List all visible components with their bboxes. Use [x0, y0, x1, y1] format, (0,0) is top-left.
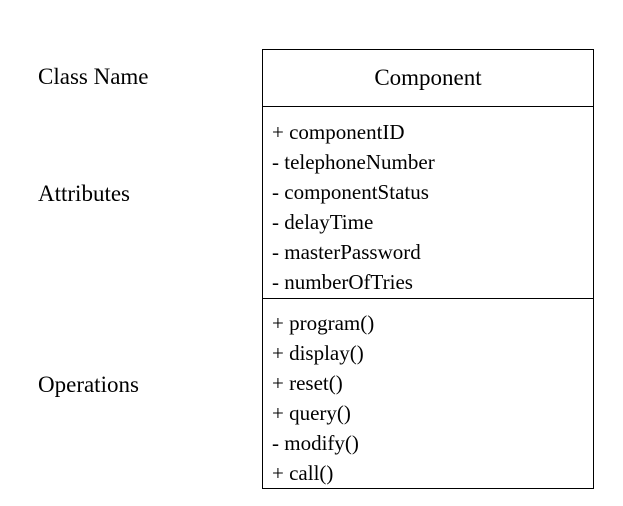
class-name-label: Class Name: [38, 64, 149, 89]
class-name: Component: [374, 65, 482, 90]
operations-compartment: + program() + display() + reset() + quer…: [263, 299, 593, 488]
attribute-item: - delayTime: [272, 210, 374, 234]
class-name-compartment: Component: [263, 50, 593, 107]
operation-item: + query(): [272, 401, 351, 425]
attributes-compartment: + componentID - telephoneNumber - compon…: [263, 107, 593, 299]
operation-item: - modify(): [272, 431, 359, 455]
attribute-item: + componentID: [272, 120, 405, 144]
operation-item: + program(): [272, 311, 375, 335]
operations-label: Operations: [38, 372, 139, 397]
attribute-item: - componentStatus: [272, 180, 429, 204]
uml-class-box: Component + componentID - telephoneNumbe…: [262, 49, 594, 489]
attribute-item: - masterPassword: [272, 240, 421, 264]
operation-item: + reset(): [272, 371, 343, 395]
operation-item: + display(): [272, 341, 364, 365]
attribute-item: - telephoneNumber: [272, 150, 435, 174]
attribute-item: - numberOfTries: [272, 270, 413, 294]
attributes-label: Attributes: [38, 181, 130, 206]
operation-item: + call(): [272, 461, 334, 485]
